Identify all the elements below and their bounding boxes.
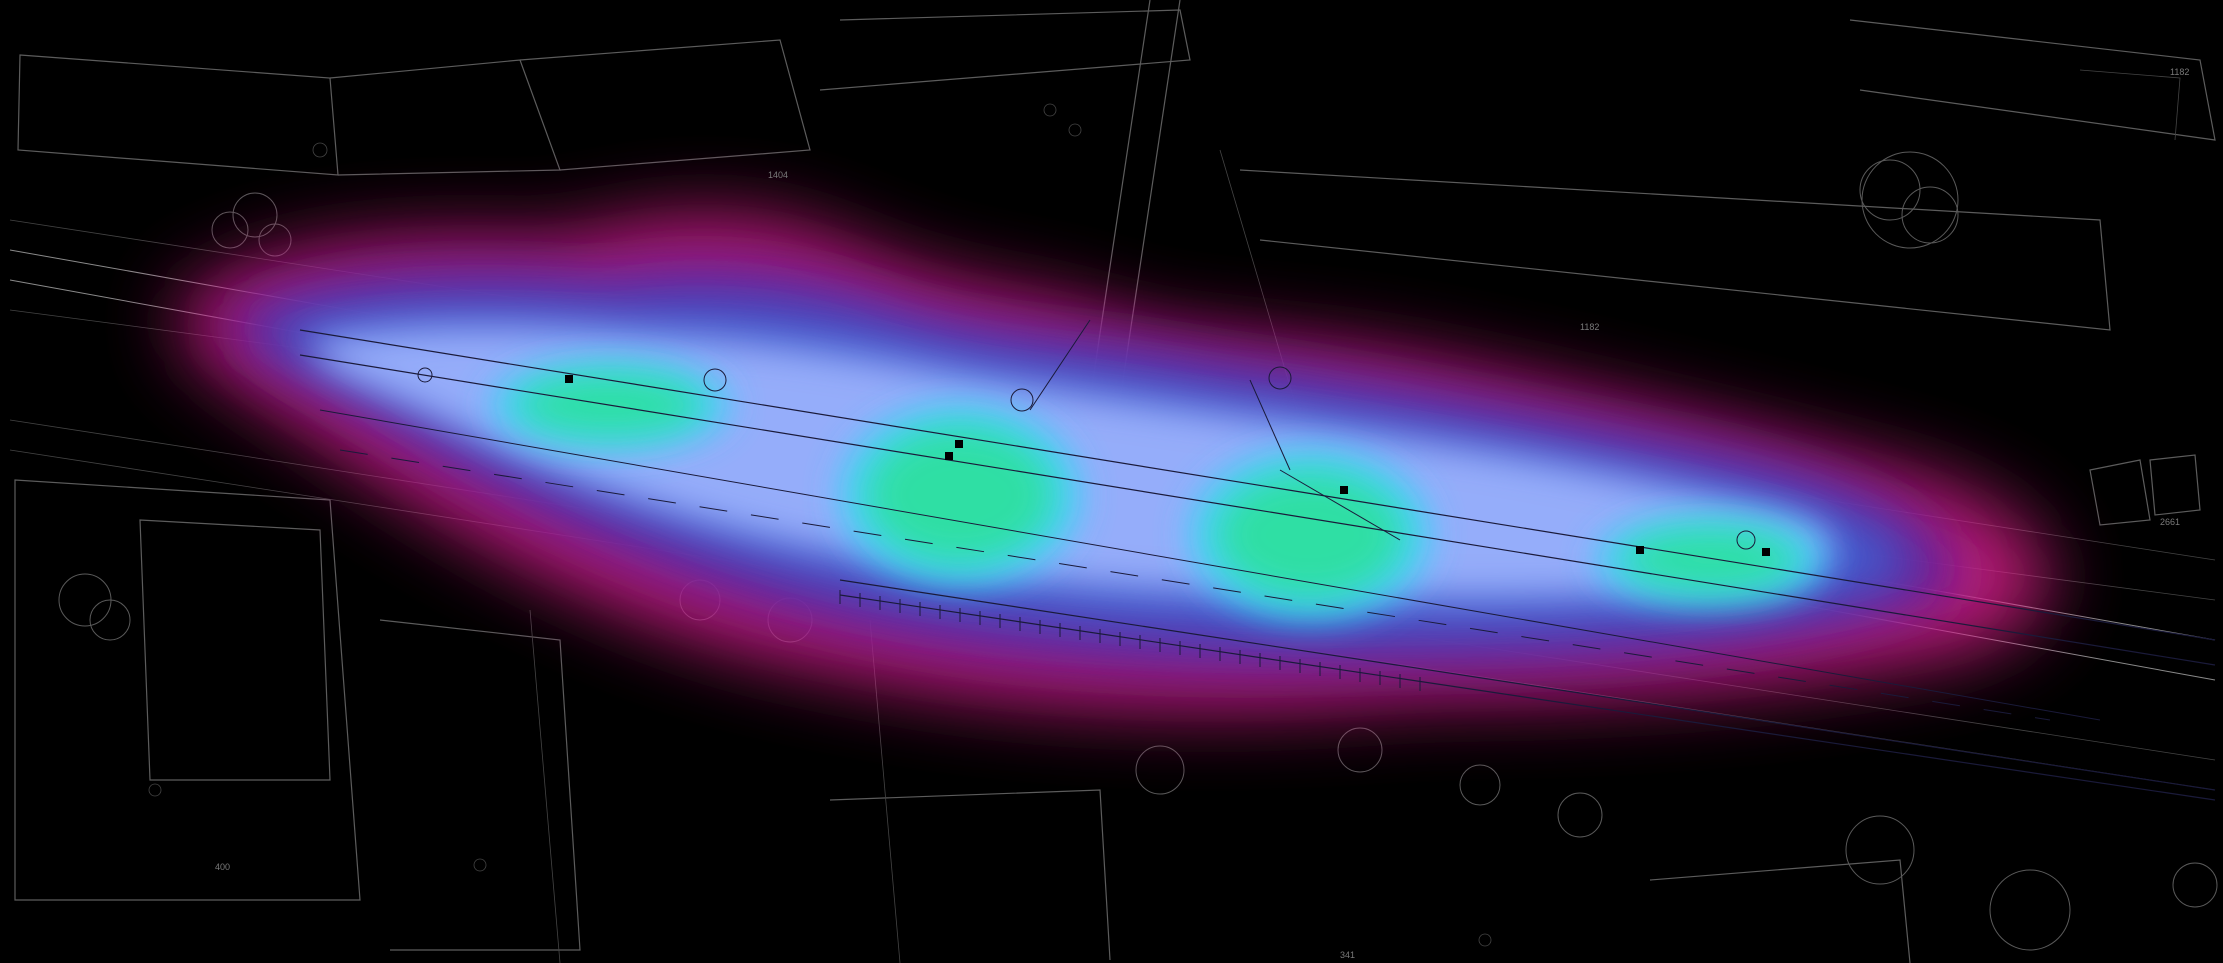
parcel-label-1: 1404 [768,170,788,180]
light-pole-icon [565,375,1770,556]
street-overlay [299,319,2216,801]
parcel-label-5: 400 [215,862,230,872]
tree-icon [1859,151,1959,249]
parcel-labels: 1404 1182 1182 2661 400 341 [215,67,2189,960]
manhole-icon [148,103,1492,947]
tree-icon [211,192,292,257]
tree-icon [1845,815,2218,951]
parcel-label-3: 1182 [2170,67,2189,77]
parcel-label-2: 1182 [1580,322,1599,332]
tree-icon [58,573,131,641]
tree-icon [417,366,1756,550]
parcel-label-4: 2661 [2160,517,2180,527]
light-intensity-heatmap [176,215,2050,710]
parcel-label-6: 341 [1340,950,1355,960]
